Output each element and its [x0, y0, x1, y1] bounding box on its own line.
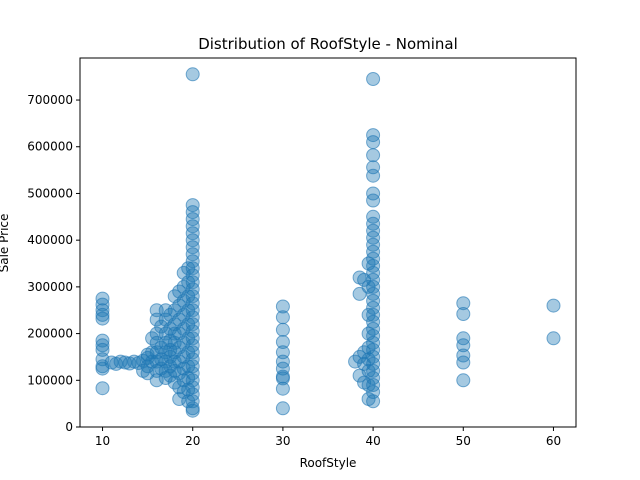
- data-point: [366, 168, 381, 183]
- data-point: [275, 401, 290, 416]
- data-point: [181, 317, 196, 332]
- y-tick-label: 0: [65, 420, 73, 434]
- data-point: [275, 371, 290, 386]
- data-point: [361, 279, 376, 294]
- y-tick-label: 200000: [27, 327, 73, 341]
- data-point: [366, 148, 381, 163]
- data-point: [181, 331, 196, 346]
- y-axis-label: Sale Price: [0, 214, 11, 273]
- data-point: [113, 354, 128, 369]
- data-point: [361, 307, 376, 322]
- x-tick-label: 60: [546, 434, 561, 448]
- data-point: [456, 355, 471, 370]
- data-point: [185, 247, 200, 262]
- x-tick-label: 20: [185, 434, 200, 448]
- data-point: [361, 378, 376, 392]
- x-axis-ticks: 10 20 30 40 50 60: [95, 427, 561, 448]
- data-point: [185, 67, 200, 82]
- data-point: [181, 261, 196, 276]
- data-point: [546, 331, 561, 346]
- data-point: [181, 345, 196, 360]
- data-point: [456, 307, 471, 321]
- data-point: [366, 72, 381, 86]
- data-point: [181, 303, 196, 318]
- data-point: [172, 392, 187, 406]
- y-tick-label: 700000: [27, 93, 73, 107]
- y-axis-ticks: 0 100000 200000 300000 400000 500000 600000 700…: [27, 93, 80, 434]
- data-point: [456, 373, 471, 388]
- data-point: [95, 381, 110, 396]
- data-point: [185, 324, 200, 339]
- data-point: [181, 359, 196, 374]
- data-point: [366, 363, 381, 378]
- data-point: [275, 299, 290, 314]
- data-point: [275, 310, 290, 325]
- data-point: [275, 361, 290, 376]
- data-point: [275, 322, 290, 337]
- data-point: [185, 212, 200, 227]
- data-point: [546, 298, 561, 313]
- data-point: [275, 335, 290, 349]
- x-tick-label: 10: [95, 434, 110, 448]
- y-tick-label: 600000: [27, 140, 73, 154]
- data-point: [366, 251, 381, 266]
- x-axis-label: RoofStyle: [300, 456, 357, 470]
- data-points: [95, 67, 561, 418]
- data-point: [456, 296, 471, 311]
- data-point: [366, 193, 381, 208]
- x-tick-label: 50: [456, 434, 471, 448]
- y-tick-label: 500000: [27, 186, 73, 200]
- data-point: [95, 307, 110, 322]
- data-point: [95, 338, 110, 353]
- x-tick-label: 30: [275, 434, 290, 448]
- y-tick-label: 300000: [27, 280, 73, 294]
- data-point: [181, 275, 196, 290]
- y-tick-label: 400000: [27, 233, 73, 247]
- chart-title: Distribution of RoofStyle - Nominal: [198, 35, 458, 53]
- data-point: [366, 394, 381, 409]
- data-point: [181, 289, 196, 304]
- data-point: [185, 403, 200, 418]
- data-point: [95, 297, 110, 312]
- data-point: [154, 319, 169, 334]
- x-tick-label: 40: [365, 434, 380, 448]
- plot-frame: [79, 57, 577, 428]
- y-tick-label: 100000: [27, 373, 73, 387]
- data-point: [456, 338, 471, 353]
- data-point: [361, 363, 376, 378]
- data-point: [275, 381, 290, 396]
- data-point: [95, 311, 110, 326]
- data-point: [366, 135, 381, 150]
